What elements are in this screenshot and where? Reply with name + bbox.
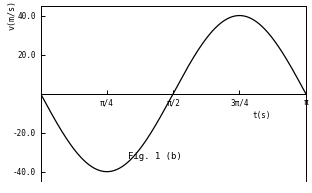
Text: Fig. 1 (b): Fig. 1 (b) [128,152,182,161]
Y-axis label: v(m/s): v(m/s) [8,0,17,30]
Text: t(s): t(s) [253,111,271,120]
